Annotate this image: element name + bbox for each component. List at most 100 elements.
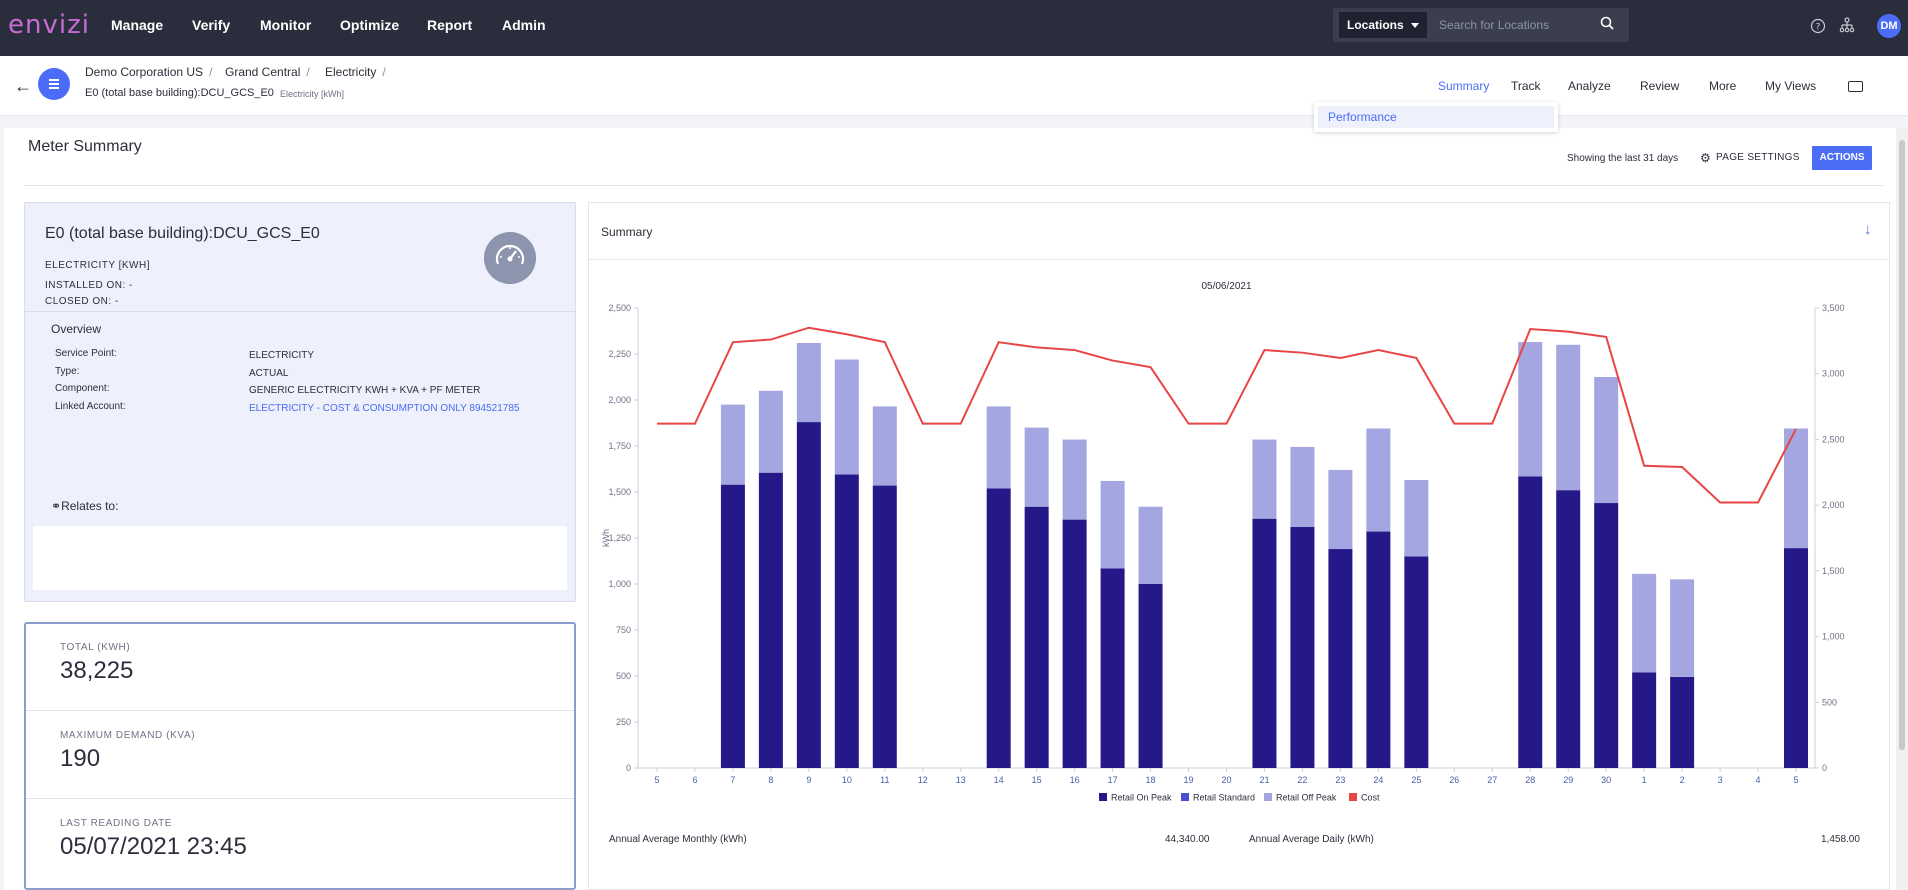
bar-retail-off-peak xyxy=(1290,446,1315,527)
x-tick-label: 23 xyxy=(1335,775,1345,785)
relates-to-label: Relates to: xyxy=(61,499,119,513)
nav-manage[interactable]: Manage xyxy=(111,17,164,33)
search-icon[interactable] xyxy=(1600,16,1614,30)
legend-label: Cost xyxy=(1361,793,1380,803)
y-tick-label: 1,000 xyxy=(608,579,631,589)
overview-label: Type: xyxy=(55,366,80,377)
y-axis-label: kWh xyxy=(601,529,611,547)
last-reading-label: LAST READING DATE xyxy=(60,818,173,829)
linked-account-link[interactable]: ELECTRICITY - COST & CONSUMPTION ONLY 89… xyxy=(249,403,520,414)
x-tick-label: 8 xyxy=(768,775,773,785)
annual-monthly-label: Annual Average Monthly (kWh) xyxy=(609,834,747,845)
bar-retail-on-peak xyxy=(1062,519,1087,768)
nav-verify[interactable]: Verify xyxy=(192,17,231,33)
y-tick-label: 500 xyxy=(616,671,631,681)
y-tick-label: 2,000 xyxy=(608,395,631,405)
breadcrumb-header: ← Demo Corporation US / Grand Central / El… xyxy=(0,56,1908,116)
y-tick-label: 2,500 xyxy=(608,303,631,313)
bar-retail-on-peak xyxy=(986,488,1011,768)
breadcrumb-meter-name: E0 (total base building):DCU_GCS_E0 xyxy=(85,87,274,99)
date-range-text: Showing the last 31 days xyxy=(1567,153,1679,164)
svg-text:?: ? xyxy=(1816,23,1821,33)
scrollbar-thumb[interactable] xyxy=(1899,140,1905,750)
back-arrow-icon[interactable]: ← xyxy=(14,76,32,96)
chevron-down-icon xyxy=(1411,23,1419,28)
hierarchy-icon[interactable] xyxy=(1839,17,1855,33)
bar-retail-off-peak xyxy=(1784,428,1809,549)
vertical-scrollbar[interactable] xyxy=(1896,128,1908,890)
relates-to-list xyxy=(33,526,567,590)
x-tick-label: 20 xyxy=(1221,775,1231,785)
bar-retail-on-peak xyxy=(1518,476,1543,768)
locations-select[interactable]: Locations xyxy=(1339,12,1427,38)
page-title: Meter Summary xyxy=(28,138,142,155)
summary-dropdown-menu: Performance xyxy=(1314,102,1558,132)
nav-report[interactable]: Report xyxy=(427,17,473,33)
y2-tick-label: 3,000 xyxy=(1822,369,1845,379)
x-tick-label: 2 xyxy=(1680,775,1685,785)
menu-item-performance[interactable]: Performance xyxy=(1318,106,1554,128)
tab-track[interactable]: Track xyxy=(1511,79,1541,93)
nav-optimize[interactable]: Optimize xyxy=(340,17,400,33)
x-tick-label: 13 xyxy=(956,775,966,785)
x-tick-label: 12 xyxy=(918,775,928,785)
download-arrow-icon[interactable]: ↓ xyxy=(1864,221,1872,238)
bar-retail-on-peak xyxy=(1138,584,1163,768)
bar-retail-off-peak xyxy=(872,406,897,486)
tab-analyze[interactable]: Analyze xyxy=(1568,79,1611,93)
x-tick-label: 30 xyxy=(1601,775,1611,785)
bar-retail-on-peak xyxy=(758,472,783,768)
top-nav-bar: envizi Manage Verify Monitor Optimize Re… xyxy=(0,0,1908,56)
y-tick-label: 0 xyxy=(626,763,631,773)
tab-summary[interactable]: Summary xyxy=(1438,79,1490,93)
video-icon[interactable] xyxy=(1848,81,1863,92)
y-tick-label: 1,250 xyxy=(608,533,631,543)
annual-monthly-value: 44,340.00 xyxy=(1165,834,1210,845)
legend-swatch xyxy=(1099,793,1107,801)
location-search-input[interactable] xyxy=(1433,12,1623,38)
x-tick-label: 15 xyxy=(1032,775,1042,785)
bar-retail-on-peak xyxy=(1100,568,1125,768)
bar-retail-on-peak xyxy=(1252,518,1277,768)
actions-button[interactable]: ACTIONS xyxy=(1812,146,1872,170)
bar-retail-off-peak xyxy=(1556,344,1581,491)
nav-monitor[interactable]: Monitor xyxy=(260,17,312,33)
location-search-group: Locations xyxy=(1333,8,1629,42)
x-tick-label: 9 xyxy=(806,775,811,785)
overview-label: Linked Account: xyxy=(55,401,126,412)
bar-retail-off-peak xyxy=(1138,506,1163,584)
y2-tick-label: 0 xyxy=(1822,763,1827,773)
tab-more[interactable]: More xyxy=(1709,79,1737,93)
breadcrumb-item-type[interactable]: Electricity / xyxy=(325,65,386,79)
tab-review[interactable]: Review xyxy=(1640,79,1680,93)
envizi-logo[interactable]: envizi xyxy=(8,10,90,40)
x-tick-label: 19 xyxy=(1184,775,1194,785)
summary-title: Summary xyxy=(601,225,653,239)
help-icon[interactable]: ? xyxy=(1810,18,1826,34)
y-tick-label: 1,750 xyxy=(608,441,631,451)
bar-retail-off-peak xyxy=(1518,342,1543,477)
nav-admin[interactable]: Admin xyxy=(502,17,546,33)
legend-label: Retail Off Peak xyxy=(1276,793,1337,803)
page-settings-button[interactable]: ⚙ PAGE SETTINGS xyxy=(1694,146,1804,170)
divider xyxy=(25,311,575,312)
bar-retail-off-peak xyxy=(1062,439,1087,520)
breadcrumb-item-corporation[interactable]: Demo Corporation US / xyxy=(85,65,213,79)
tab-my-views[interactable]: My Views xyxy=(1765,79,1817,93)
x-tick-label: 5 xyxy=(654,775,659,785)
menu-icon[interactable] xyxy=(38,68,70,100)
y-tick-label: 2,250 xyxy=(608,349,631,359)
chart-title: 05/06/2021 xyxy=(1201,281,1251,292)
breadcrumb-item-site[interactable]: Grand Central / xyxy=(225,65,310,79)
bar-retail-off-peak xyxy=(1670,579,1695,677)
max-demand-label: MAXIMUM DEMAND (KVA) xyxy=(60,730,196,741)
bar-retail-off-peak xyxy=(1632,573,1657,673)
bar-retail-on-peak xyxy=(834,474,859,768)
user-avatar[interactable]: DM xyxy=(1877,14,1901,38)
overview-value: ELECTRICITY xyxy=(249,350,315,361)
x-tick-label: 21 xyxy=(1259,775,1269,785)
x-tick-label: 4 xyxy=(1756,775,1761,785)
meter-installed-on: INSTALLED ON: - xyxy=(45,280,133,291)
x-tick-label: 11 xyxy=(880,775,889,785)
x-tick-label: 27 xyxy=(1487,775,1497,785)
